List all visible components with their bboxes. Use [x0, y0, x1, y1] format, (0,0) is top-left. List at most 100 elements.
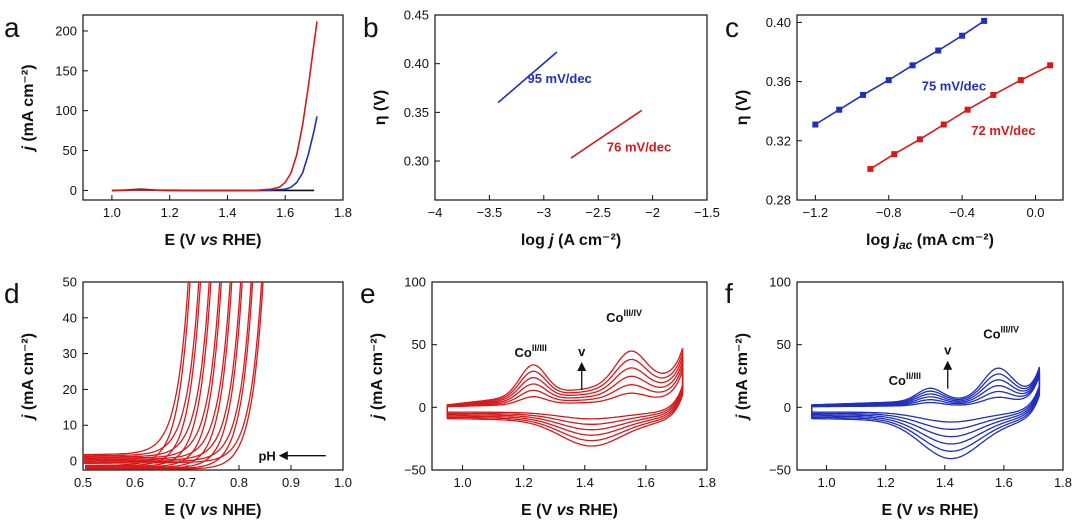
x-axis-label: log jac (mA cm⁻²) — [866, 232, 994, 252]
redox-label: CoIII/IV — [606, 308, 642, 325]
tafel-slope-label: 75 mV/dec — [922, 78, 986, 93]
y-tick-label: 0 — [419, 400, 426, 415]
x-tick-label: 1.2 — [877, 475, 895, 490]
x-tick-label: 1.2 — [515, 475, 533, 490]
panel-f: f 1.0 1.2 1.4 1.6 1.8 −50 0 50 100 E (V vs RHE) j (… — [725, 275, 1072, 520]
y-tick-label: 10 — [63, 418, 77, 433]
cv-curve — [811, 366, 1041, 460]
scan-rate-arrow-head — [943, 360, 953, 370]
x-tick-label: 1.4 — [936, 475, 954, 490]
x-tick-label: 1.8 — [334, 205, 352, 220]
ph-curve — [83, 282, 233, 469]
panel-letter: e — [360, 278, 376, 309]
data-point-blue — [981, 17, 988, 24]
x-tick-label: −1.2 — [803, 205, 829, 220]
data-point-blue — [836, 106, 843, 113]
y-tick-label: 0.40 — [404, 56, 429, 71]
tafel-slope-label: 72 mV/dec — [971, 123, 1035, 138]
panel-letter: d — [4, 278, 20, 309]
redox-label: CoII/III — [889, 371, 921, 388]
tafel-slope-label: 76 mV/dec — [607, 139, 671, 154]
y-tick-label: 0.32 — [766, 133, 791, 148]
tafel-slope-label: 95 mV/dec — [527, 71, 591, 86]
ph-curve — [83, 282, 191, 466]
plot-area — [812, 17, 1054, 172]
y-axis-label: j (mA cm⁻²) — [369, 333, 386, 421]
plot-frame — [82, 281, 344, 471]
data-point-red — [990, 91, 997, 98]
y-tick-label: 200 — [55, 23, 77, 38]
y-tick-label: 50 — [63, 143, 77, 158]
y-axis-label: j (mA cm⁻²) — [20, 333, 37, 421]
data-point-red — [867, 165, 874, 172]
plot-area — [111, 21, 318, 192]
panel-letter: f — [725, 278, 733, 309]
redox-label: CoII/III — [515, 343, 547, 360]
x-tick-label: −3.5 — [477, 205, 503, 220]
x-tick-label: −2 — [645, 205, 660, 220]
data-point-blue — [959, 32, 966, 39]
series-line-blue — [814, 20, 985, 126]
data-point-blue — [812, 121, 819, 128]
y-tick-label: 20 — [63, 382, 77, 397]
x-tick-label: 0.9 — [282, 475, 300, 490]
x-tick-label: 1.0 — [103, 205, 121, 220]
plot-frame — [796, 14, 1064, 201]
x-tick-label: 0.8 — [230, 475, 248, 490]
panel-b: b −4 −3.5 −3 −2.5 −2 −1.5 0.30 0.35 0.40 0.45 log j… — [363, 8, 720, 250]
y-tick-label: 0.45 — [404, 8, 429, 23]
y-tick-label: −50 — [404, 463, 426, 478]
plot-area — [497, 51, 643, 159]
data-point-red — [916, 136, 923, 143]
x-tick-label: −0.4 — [949, 205, 975, 220]
y-tick-label: 0 — [70, 454, 77, 469]
panel-letter: b — [363, 12, 379, 43]
data-point-red — [1047, 62, 1054, 69]
y-tick-label: 100 — [55, 103, 77, 118]
plot-frame — [82, 14, 344, 201]
x-axis-label: E (V vs NHE) — [165, 502, 262, 519]
x-tick-label: −1.5 — [694, 205, 720, 220]
series-line-red — [570, 109, 643, 159]
y-tick-label: −50 — [769, 463, 791, 478]
y-tick-label: 0.35 — [404, 105, 429, 120]
x-tick-label: −0.8 — [876, 205, 902, 220]
ph-arrow-head — [278, 451, 288, 461]
y-axis-label: j (mA cm⁻²) — [20, 64, 37, 152]
plot-frame — [796, 281, 1064, 471]
y-tick-label: 0.30 — [404, 154, 429, 169]
x-tick-label: 0.7 — [178, 475, 196, 490]
x-tick-label: 1.8 — [698, 475, 716, 490]
ph-label: pH — [258, 449, 275, 464]
scan-rate-label: v — [944, 343, 952, 358]
x-axis-label: E (V vs RHE) — [165, 232, 262, 249]
data-point-red — [964, 106, 971, 113]
y-tick-label: 0 — [70, 183, 77, 198]
panel-a: a 1.0 1.2 1.4 1.6 1.8 0 50 100 150 200 E (V vs RHE)… — [4, 12, 352, 249]
y-tick-label: 0.36 — [766, 74, 791, 89]
plot-frame — [434, 14, 708, 201]
data-point-red — [1017, 77, 1024, 84]
y-tick-label: 40 — [63, 310, 77, 325]
scan-rate-label: v — [578, 344, 586, 359]
y-tick-label: 150 — [55, 63, 77, 78]
y-axis-label: j (mA cm⁻²) — [734, 333, 751, 421]
x-axis-label: E (V vs RHE) — [882, 502, 979, 519]
x-axis-label: log j (A cm⁻²) — [521, 232, 621, 249]
cv-curve — [811, 368, 1041, 452]
x-tick-label: 0.6 — [126, 475, 144, 490]
y-tick-label: 0 — [784, 400, 791, 415]
y-axis-label: η (V) — [734, 90, 751, 126]
ph-curve — [83, 282, 222, 468]
panel-d: d 0.5 0.6 0.7 0.8 0.9 1.0 0 10 20 30 40 50 E (V vs NH… — [4, 275, 352, 520]
x-tick-label: 1.4 — [576, 475, 594, 490]
x-tick-label: 0.0 — [1026, 205, 1044, 220]
x-axis-label: E (V vs RHE) — [521, 502, 618, 519]
redox-label: CoIII/IV — [983, 324, 1019, 341]
data-point-blue — [885, 77, 892, 84]
x-tick-label: 1.6 — [995, 475, 1013, 490]
data-point-blue — [860, 91, 867, 98]
plot-area — [83, 282, 264, 470]
y-tick-label: 100 — [769, 275, 791, 290]
